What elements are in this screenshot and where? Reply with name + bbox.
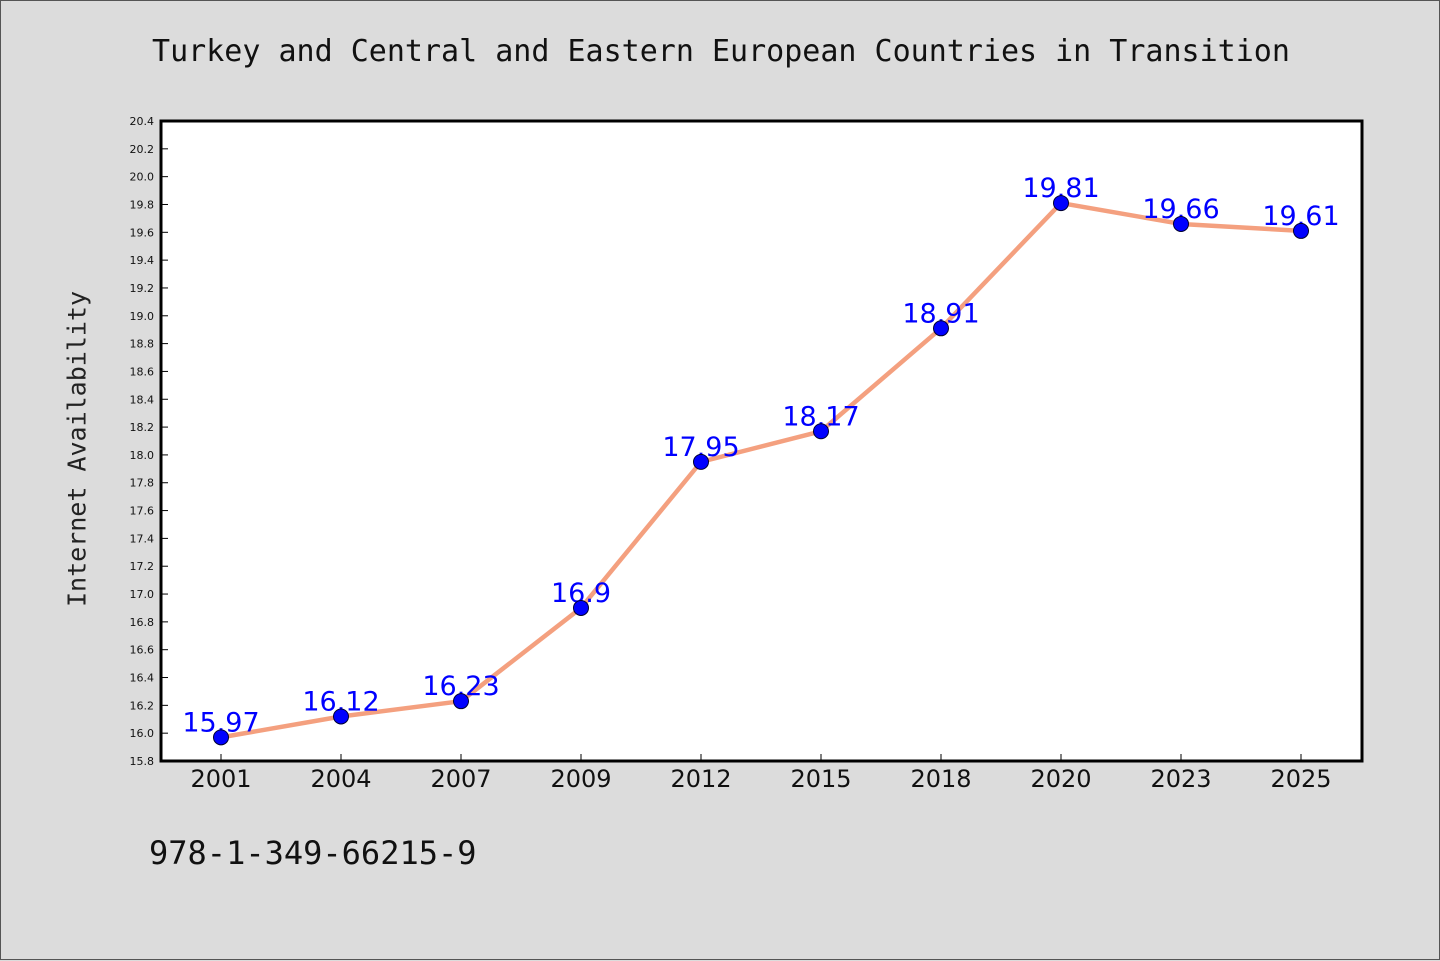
y-tick-label: 20.2 bbox=[130, 143, 155, 156]
y-tick-label: 19.6 bbox=[130, 226, 155, 239]
x-tick-label: 2009 bbox=[550, 765, 611, 793]
data-point bbox=[1293, 222, 1309, 239]
y-tick-label: 19.0 bbox=[130, 310, 155, 323]
y-tick-label: 19.4 bbox=[130, 254, 155, 267]
y-tick-label: 18.6 bbox=[130, 365, 155, 378]
y-tick-label: 16.2 bbox=[130, 699, 155, 712]
y-tick-label: 19.8 bbox=[130, 198, 155, 211]
data-point bbox=[333, 708, 349, 725]
x-tick-label: 2007 bbox=[430, 765, 491, 793]
data-point bbox=[933, 320, 949, 337]
chart-title: Turkey and Central and Eastern European … bbox=[152, 34, 1290, 69]
data-point bbox=[573, 599, 589, 616]
y-tick-label: 20.0 bbox=[130, 171, 155, 184]
series-line bbox=[220, 200, 1302, 740]
y-tick-label: 16.8 bbox=[130, 616, 155, 629]
x-tick-label: 2015 bbox=[790, 765, 851, 793]
y-tick-label: 18.8 bbox=[130, 338, 155, 351]
x-tick-label: 2020 bbox=[1030, 765, 1091, 793]
data-point bbox=[213, 729, 229, 746]
y-tick-label: 17.8 bbox=[130, 477, 155, 490]
x-tick-label: 2018 bbox=[910, 765, 971, 793]
y-tick-label: 16.0 bbox=[130, 727, 155, 740]
y-tick-label: 20.4 bbox=[130, 115, 155, 128]
data-point bbox=[693, 453, 709, 470]
data-point bbox=[1053, 195, 1069, 212]
y-tick-label: 18.4 bbox=[130, 393, 155, 406]
y-tick-label: 18.2 bbox=[130, 421, 155, 434]
x-tick-label: 2004 bbox=[310, 765, 371, 793]
plot-background bbox=[161, 121, 1362, 761]
data-point bbox=[453, 693, 469, 710]
data-point bbox=[1173, 215, 1189, 232]
y-tick-label: 16.6 bbox=[130, 644, 155, 657]
y-tick-label: 15.8 bbox=[130, 755, 155, 768]
x-tick-label: 2025 bbox=[1270, 765, 1331, 793]
y-tick-label: 17.6 bbox=[130, 505, 155, 518]
data-point bbox=[813, 423, 829, 440]
x-tick-label: 2001 bbox=[190, 765, 251, 793]
y-tick-label: 16.4 bbox=[130, 672, 155, 685]
isbn-code: 978-1-349-66215-9 bbox=[149, 834, 477, 872]
plot-frame bbox=[159, 119, 1364, 763]
y-tick-label: 18.0 bbox=[130, 449, 155, 462]
x-tick-label: 2023 bbox=[1150, 765, 1211, 793]
x-tick-label: 2012 bbox=[670, 765, 731, 793]
y-tick-label: 17.4 bbox=[130, 532, 155, 545]
y-tick-label: 17.0 bbox=[130, 588, 155, 601]
y-tick-label: 17.2 bbox=[130, 560, 155, 573]
y-tick-label: 19.2 bbox=[130, 282, 155, 295]
